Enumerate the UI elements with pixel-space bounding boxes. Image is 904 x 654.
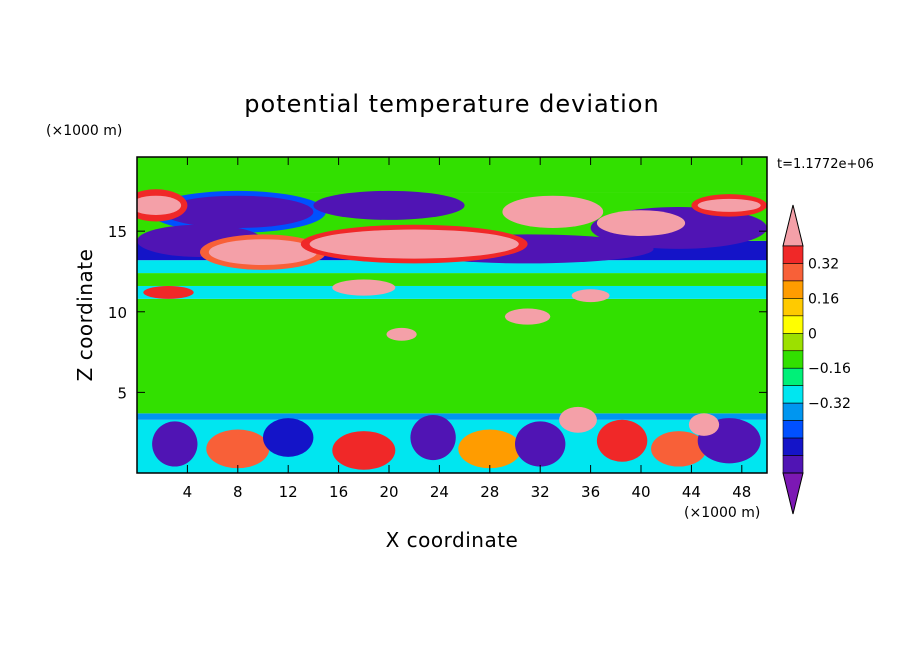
x-tick-label-9: 40 (631, 483, 650, 501)
x-tick-label-1: 8 (233, 483, 243, 501)
colorbar-label-3: −0.16 (808, 361, 851, 377)
x-tick-label-10: 44 (682, 483, 701, 501)
feature-32 (688, 413, 720, 436)
feature-9 (208, 239, 318, 266)
feature-13 (596, 210, 686, 236)
feature-24 (332, 431, 396, 470)
chart-title: potential temperature deviation (244, 90, 659, 118)
feature-21 (152, 421, 198, 467)
colorbar (782, 204, 804, 515)
band-4 (137, 273, 767, 286)
feature-15 (697, 198, 761, 212)
colorbar-segment-12 (782, 455, 804, 474)
feature-20 (386, 327, 417, 341)
feature-27 (515, 421, 566, 467)
colorbar-label-2: 0 (808, 326, 817, 342)
colorbar-segment-3 (782, 298, 804, 317)
x-axis-label: X coordinate (386, 528, 519, 552)
contour-field (137, 157, 767, 473)
feature-25 (410, 414, 456, 461)
x-tick-label-2: 12 (279, 483, 298, 501)
time-label: t=1.1772e+06 (777, 157, 874, 172)
feature-29 (651, 431, 707, 467)
y-tick-label-2: 15 (108, 223, 127, 241)
x-tick-label-8: 36 (581, 483, 600, 501)
colorbar-segment-10 (782, 420, 804, 439)
feature-19 (571, 289, 610, 303)
feature-23 (263, 418, 314, 457)
feature-11 (309, 229, 519, 259)
x-tick-label-11: 48 (732, 483, 751, 501)
x-tick-label-5: 24 (430, 483, 449, 501)
band-2 (137, 298, 767, 414)
feature-26 (458, 429, 522, 469)
feature-1 (162, 195, 314, 228)
colorbar-segment-9 (782, 402, 804, 421)
colorbar-top-triangle (782, 204, 804, 247)
colorbar-segment-0 (782, 245, 804, 264)
band-8 (137, 157, 767, 193)
feature-16 (332, 279, 396, 296)
feature-28 (596, 419, 648, 462)
colorbar-segment-8 (782, 385, 804, 404)
colorbar-labels: 0.32 0.16 0 −0.16 −0.32 (808, 256, 851, 412)
colorbar-segment-4 (782, 315, 804, 334)
x-tick-label-0: 4 (183, 483, 193, 501)
plot-frame (136, 156, 768, 474)
y-tick-label-0: 5 (117, 384, 127, 402)
colorbar-label-4: −0.32 (808, 396, 851, 412)
x-tick-label-4: 20 (379, 483, 398, 501)
feature-22 (206, 429, 270, 469)
x-axis-ticks: 4 8 12 16 20 24 28 32 36 40 44 48 (183, 157, 751, 501)
feature-18 (504, 308, 551, 325)
colorbar-label-0: 0.32 (808, 256, 839, 272)
x-tick-label-3: 16 (329, 483, 348, 501)
x-tick-label-6: 28 (480, 483, 499, 501)
feature-2 (313, 190, 465, 220)
colorbar-segment-11 (782, 437, 804, 456)
y-axis-ticks: 5 10 15 (108, 223, 767, 402)
feature-7 (137, 195, 182, 216)
y-unit-label: (×1000 m) (46, 123, 122, 139)
y-tick-label-1: 10 (108, 304, 127, 322)
feature-31 (559, 406, 597, 433)
colorbar-segment-5 (782, 333, 804, 352)
band-1 (137, 413, 767, 420)
feature-12 (502, 195, 604, 228)
colorbar-segment-2 (782, 280, 804, 299)
colorbar-segment-1 (782, 263, 804, 282)
colorbar-segment-7 (782, 367, 804, 386)
band-3 (137, 285, 767, 299)
colorbar-segment-6 (782, 350, 804, 369)
colorbar-label-1: 0.16 (808, 291, 839, 307)
colorbar-bottom-triangle (782, 472, 804, 515)
x-unit-label: (×1000 m) (684, 505, 760, 521)
x-tick-label-7: 32 (531, 483, 550, 501)
y-axis-label: Z coordinate (73, 249, 97, 382)
feature-17 (143, 285, 194, 299)
